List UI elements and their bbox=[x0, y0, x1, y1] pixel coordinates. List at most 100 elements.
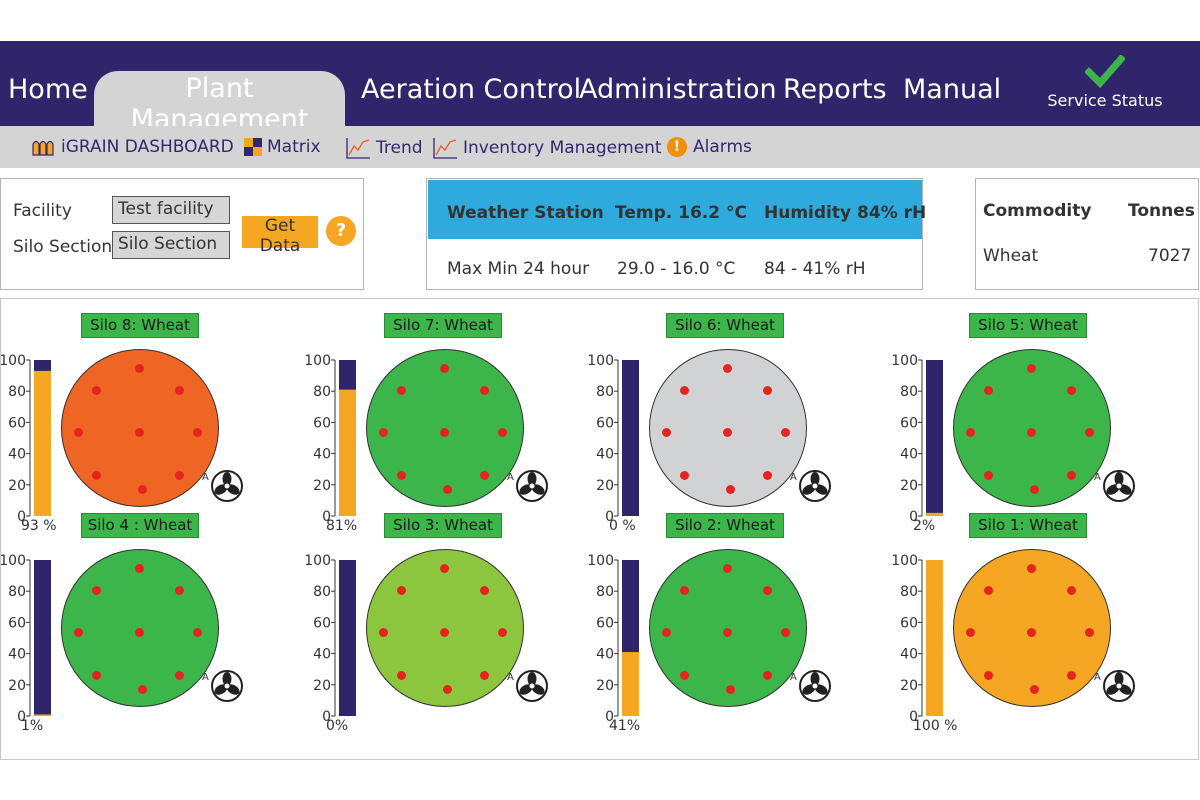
temperature-sensor[interactable] bbox=[74, 628, 83, 637]
fan-icon[interactable]: A bbox=[789, 668, 833, 704]
temperature-sensor[interactable] bbox=[726, 485, 735, 494]
temperature-sensor[interactable] bbox=[397, 671, 406, 680]
facility-select[interactable]: Test facility bbox=[112, 196, 230, 224]
temperature-sensor[interactable] bbox=[781, 628, 790, 637]
temperature-sensor[interactable] bbox=[480, 471, 489, 480]
silo-card[interactable]: Silo 6: Wheat 100 80 60 40 20 0 0 % A bbox=[589, 313, 879, 534]
temperature-sensor[interactable] bbox=[1030, 685, 1039, 694]
temperature-sensor[interactable] bbox=[723, 428, 732, 437]
temperature-sensor[interactable] bbox=[175, 386, 184, 395]
temperature-sensor[interactable] bbox=[480, 586, 489, 595]
silo-top-view[interactable] bbox=[366, 349, 524, 507]
fan-icon[interactable]: A bbox=[1093, 468, 1137, 504]
nav-reports[interactable]: Reports bbox=[783, 74, 887, 105]
silo-card[interactable]: Silo 3: Wheat 100 80 60 40 20 0 0% A bbox=[306, 513, 596, 734]
temperature-sensor[interactable] bbox=[1030, 485, 1039, 494]
silo-card[interactable]: Silo 1: Wheat 100 80 60 40 20 0 100 % A bbox=[893, 513, 1183, 734]
temperature-sensor[interactable] bbox=[138, 685, 147, 694]
fan-icon[interactable]: A bbox=[201, 668, 245, 704]
temperature-sensor[interactable] bbox=[1027, 428, 1036, 437]
fan-icon[interactable]: A bbox=[506, 468, 550, 504]
temperature-sensor[interactable] bbox=[1085, 428, 1094, 437]
temperature-sensor[interactable] bbox=[1067, 471, 1076, 480]
service-status[interactable]: Service Status bbox=[1040, 55, 1170, 110]
subnav-alarms[interactable]: ! Alarms bbox=[667, 137, 752, 157]
temperature-sensor[interactable] bbox=[135, 428, 144, 437]
temperature-sensor[interactable] bbox=[966, 628, 975, 637]
temperature-sensor[interactable] bbox=[1067, 386, 1076, 395]
subnav-matrix[interactable]: Matrix bbox=[244, 137, 321, 157]
temperature-sensor[interactable] bbox=[92, 386, 101, 395]
temperature-sensor[interactable] bbox=[135, 564, 144, 573]
temperature-sensor[interactable] bbox=[92, 471, 101, 480]
temperature-sensor[interactable] bbox=[480, 671, 489, 680]
temperature-sensor[interactable] bbox=[175, 586, 184, 595]
temperature-sensor[interactable] bbox=[763, 671, 772, 680]
subnav-dashboard[interactable]: iGRAIN DASHBOARD bbox=[32, 137, 234, 157]
temperature-sensor[interactable] bbox=[1067, 671, 1076, 680]
temperature-sensor[interactable] bbox=[193, 628, 202, 637]
fan-icon[interactable]: A bbox=[789, 468, 833, 504]
nav-plant-management[interactable]: Plant Management bbox=[94, 71, 345, 135]
temperature-sensor[interactable] bbox=[440, 628, 449, 637]
temperature-sensor[interactable] bbox=[379, 628, 388, 637]
temperature-sensor[interactable] bbox=[662, 428, 671, 437]
temperature-sensor[interactable] bbox=[680, 586, 689, 595]
subnav-inventory[interactable]: Inventory Management bbox=[432, 137, 662, 159]
temperature-sensor[interactable] bbox=[984, 671, 993, 680]
temperature-sensor[interactable] bbox=[440, 428, 449, 437]
temperature-sensor[interactable] bbox=[498, 428, 507, 437]
nav-manual[interactable]: Manual bbox=[903, 74, 1002, 105]
nav-aeration-control[interactable]: Aeration Control bbox=[361, 74, 582, 105]
temperature-sensor[interactable] bbox=[680, 671, 689, 680]
temperature-sensor[interactable] bbox=[763, 386, 772, 395]
silo-card[interactable]: Silo 2: Wheat 100 80 60 40 20 0 41% A bbox=[589, 513, 879, 734]
temperature-sensor[interactable] bbox=[175, 671, 184, 680]
temperature-sensor[interactable] bbox=[1027, 628, 1036, 637]
temperature-sensor[interactable] bbox=[723, 364, 732, 373]
temperature-sensor[interactable] bbox=[397, 586, 406, 595]
temperature-sensor[interactable] bbox=[763, 586, 772, 595]
fan-icon[interactable]: A bbox=[1093, 668, 1137, 704]
temperature-sensor[interactable] bbox=[1027, 364, 1036, 373]
silo-card[interactable]: Silo 4 : Wheat 100 80 60 40 20 0 1% A bbox=[1, 513, 291, 734]
temperature-sensor[interactable] bbox=[92, 671, 101, 680]
temperature-sensor[interactable] bbox=[984, 386, 993, 395]
temperature-sensor[interactable] bbox=[680, 386, 689, 395]
temperature-sensor[interactable] bbox=[443, 485, 452, 494]
temperature-sensor[interactable] bbox=[1027, 564, 1036, 573]
temperature-sensor[interactable] bbox=[92, 586, 101, 595]
get-data-button[interactable]: Get Data bbox=[242, 216, 318, 256]
nav-administration[interactable]: Administration bbox=[579, 74, 777, 105]
temperature-sensor[interactable] bbox=[966, 428, 975, 437]
fan-icon[interactable]: A bbox=[506, 668, 550, 704]
temperature-sensor[interactable] bbox=[193, 428, 202, 437]
temperature-sensor[interactable] bbox=[440, 364, 449, 373]
temperature-sensor[interactable] bbox=[723, 628, 732, 637]
temperature-sensor[interactable] bbox=[662, 628, 671, 637]
temperature-sensor[interactable] bbox=[498, 628, 507, 637]
silo-card[interactable]: Silo 8: Wheat 100 80 60 40 20 0 93 % A bbox=[1, 313, 291, 534]
temperature-sensor[interactable] bbox=[480, 386, 489, 395]
temperature-sensor[interactable] bbox=[138, 485, 147, 494]
temperature-sensor[interactable] bbox=[443, 685, 452, 694]
nav-home[interactable]: Home bbox=[8, 74, 88, 105]
temperature-sensor[interactable] bbox=[379, 428, 388, 437]
silo-section-select[interactable]: Silo Section bbox=[112, 231, 230, 259]
temperature-sensor[interactable] bbox=[726, 685, 735, 694]
temperature-sensor[interactable] bbox=[440, 564, 449, 573]
help-icon[interactable]: ? bbox=[326, 216, 356, 246]
temperature-sensor[interactable] bbox=[1067, 586, 1076, 595]
temperature-sensor[interactable] bbox=[135, 364, 144, 373]
temperature-sensor[interactable] bbox=[135, 628, 144, 637]
subnav-trend[interactable]: Trend bbox=[345, 137, 423, 159]
temperature-sensor[interactable] bbox=[984, 586, 993, 595]
temperature-sensor[interactable] bbox=[1085, 628, 1094, 637]
temperature-sensor[interactable] bbox=[397, 386, 406, 395]
temperature-sensor[interactable] bbox=[680, 471, 689, 480]
silo-card[interactable]: Silo 5: Wheat 100 80 60 40 20 0 2% A bbox=[893, 313, 1183, 534]
silo-card[interactable]: Silo 7: Wheat 100 80 60 40 20 0 81% A bbox=[306, 313, 596, 534]
temperature-sensor[interactable] bbox=[984, 471, 993, 480]
temperature-sensor[interactable] bbox=[74, 428, 83, 437]
temperature-sensor[interactable] bbox=[397, 471, 406, 480]
